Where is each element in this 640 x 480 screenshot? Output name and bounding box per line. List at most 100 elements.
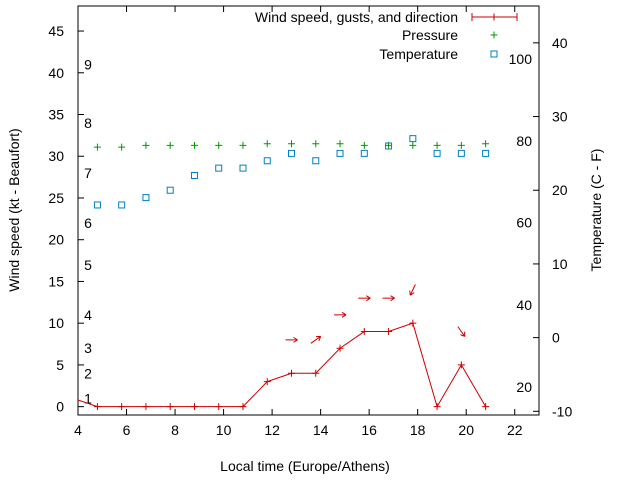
fahrenheit-label: 20 — [516, 379, 532, 395]
y-tick-label: 35 — [48, 107, 64, 123]
temperature-point — [263, 157, 271, 165]
x-tick-label: 12 — [264, 422, 280, 438]
pressure-point — [409, 141, 417, 149]
temperature-point — [385, 142, 393, 150]
wind-arrow-head — [315, 335, 322, 341]
beaufort-label: 1 — [84, 390, 92, 406]
fahrenheit-label: 100 — [509, 51, 533, 67]
beaufort-label: 8 — [84, 115, 92, 131]
y2-axis-label: Temperature (C - F) — [588, 149, 604, 272]
wind-arrow-head — [460, 331, 466, 337]
wind-point — [239, 403, 247, 411]
wind-arrow-head — [409, 290, 415, 296]
y2-tick-label: -10 — [552, 403, 572, 419]
wind-arrow — [285, 336, 298, 343]
pressure-point — [457, 141, 465, 149]
y2-tick-label: 10 — [552, 256, 568, 272]
pressure-point — [215, 141, 223, 149]
wind-point — [336, 344, 344, 352]
temperature-point — [409, 135, 417, 143]
y2-tick-label: 30 — [552, 109, 568, 125]
legend-keys — [471, 13, 518, 58]
fahrenheit-label: 40 — [516, 297, 532, 313]
plot-border — [77, 5, 540, 416]
wind-arrow-head — [390, 295, 395, 302]
x-tick-label: 8 — [171, 422, 179, 438]
beaufort-label: 5 — [84, 257, 92, 273]
temperature-point — [336, 149, 344, 157]
wind-arrow — [334, 311, 347, 318]
x-axis-label: Local time (Europe/Athens) — [220, 458, 390, 474]
wind-arrow — [358, 295, 371, 302]
temperature-point — [239, 164, 247, 172]
wind-arrow-head — [293, 336, 298, 343]
y-tick-label: 25 — [48, 190, 64, 206]
wind-point — [263, 378, 271, 386]
wind-arrow-head — [341, 311, 347, 318]
x-tick-label: 20 — [458, 422, 474, 438]
pressure-point — [93, 143, 101, 151]
pressure-point — [482, 140, 490, 148]
wind-point — [93, 403, 101, 411]
fahrenheit-label: 60 — [516, 215, 532, 231]
y-axis-ticks: 0 5 10 15 20 25 30 35 40 45 — [48, 23, 84, 415]
wind-point — [409, 319, 417, 327]
temperature-point — [215, 164, 223, 172]
temperature-point — [433, 149, 441, 157]
wind-point — [166, 403, 174, 411]
beaufort-label: 2 — [84, 365, 92, 381]
temperature-point — [312, 157, 320, 165]
wind-direction-arrows — [285, 284, 466, 344]
beaufort-label: 3 — [84, 340, 92, 356]
wind-point — [482, 403, 490, 411]
legend-key-wind-marks — [471, 13, 518, 21]
temperature-point — [93, 201, 101, 209]
y-axis-label: Wind speed (kt - Beaufort) — [6, 128, 22, 291]
data-marks — [77, 135, 490, 411]
x-axis-ticks: 4 6 8 10 12 14 16 18 20 22 — [74, 6, 523, 438]
wind-point — [190, 403, 198, 411]
wind-point — [360, 328, 368, 336]
y-tick-label: 40 — [48, 65, 64, 81]
wind-point — [385, 328, 393, 336]
pressure-point — [312, 140, 320, 148]
wind-arrow-head — [366, 295, 371, 302]
pressure-point — [142, 141, 150, 149]
wind-point — [457, 361, 465, 369]
y-tick-label: 30 — [48, 148, 64, 164]
beaufort-label: 4 — [84, 307, 92, 323]
temperature-point — [482, 149, 490, 157]
wind-point — [142, 403, 150, 411]
legend-label-wind: Wind speed, gusts, and direction — [255, 9, 458, 25]
wind-speed-line — [77, 322, 487, 408]
pressure-point — [263, 140, 271, 148]
temperature-point — [360, 149, 368, 157]
x-tick-label: 16 — [361, 422, 377, 438]
x-tick-label: 14 — [313, 422, 329, 438]
y2-tick-label: 20 — [552, 182, 568, 198]
legend: Wind speed, gusts, and direction Pressur… — [255, 9, 518, 62]
x-tick-label: 22 — [507, 422, 523, 438]
temperature-point — [288, 149, 296, 157]
pressure-point — [288, 140, 296, 148]
wind-arrow — [457, 326, 466, 337]
y-tick-label: 0 — [56, 399, 64, 415]
pressure-point — [166, 141, 174, 149]
wind-arrow-shaft — [409, 284, 416, 296]
wind-point — [312, 369, 320, 377]
y-tick-label: 20 — [48, 232, 64, 248]
temperature-point — [142, 194, 150, 202]
beaufort-label: 6 — [84, 215, 92, 231]
temperature-point — [166, 186, 174, 194]
pressure-point — [360, 141, 368, 149]
y2-tick-label: 0 — [552, 330, 560, 346]
wind-arrow — [382, 295, 395, 302]
wind-arrow-shaft — [457, 326, 466, 337]
legend-label-pressure: Pressure — [402, 27, 458, 43]
temperature-point — [190, 171, 198, 179]
fahrenheit-labels: 20 40 60 80 100 — [509, 51, 533, 395]
wind-point — [288, 369, 296, 377]
pressure-point — [336, 140, 344, 148]
beaufort-label: 7 — [84, 165, 92, 181]
